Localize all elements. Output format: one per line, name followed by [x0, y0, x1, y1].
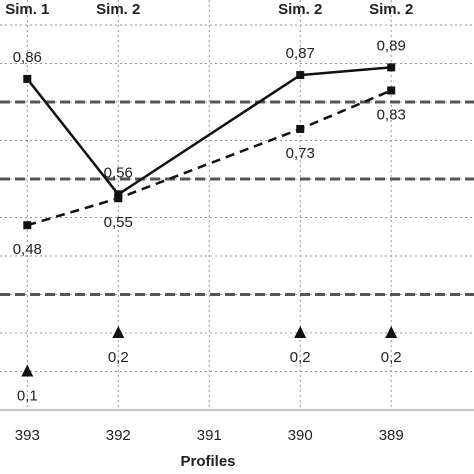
x-tick-label: 393	[15, 427, 40, 444]
data-label: 0,86	[13, 49, 42, 66]
data-label: 0,1	[17, 387, 38, 404]
x-tick-label: 391	[197, 427, 222, 444]
series-line	[26, 89, 392, 227]
top-label: Sim. 1	[5, 1, 49, 18]
x-tick-label: 392	[106, 427, 131, 444]
x-axis-label: Profiles	[180, 453, 235, 470]
data-label: 0,2	[290, 349, 311, 366]
data-label: 0,87	[286, 45, 315, 62]
data-label: 0,83	[377, 106, 406, 123]
x-tick-label: 389	[379, 427, 404, 444]
marker	[21, 364, 34, 377]
data-label: 0,73	[286, 145, 315, 162]
series-line	[26, 66, 392, 197]
marker	[296, 71, 305, 80]
marker	[385, 326, 398, 339]
top-label: Sim. 2	[278, 1, 322, 18]
marker	[114, 194, 123, 203]
data-label: 0,89	[377, 37, 406, 54]
top-label: Sim. 2	[96, 1, 140, 18]
top-label: Sim. 2	[369, 1, 413, 18]
data-label: 0,2	[108, 349, 129, 366]
marker	[23, 221, 32, 230]
x-tick-label: 390	[288, 427, 313, 444]
marker	[23, 74, 32, 83]
marker	[294, 326, 307, 339]
marker	[112, 326, 125, 339]
data-label: 0,2	[381, 349, 402, 366]
data-label: 0,56	[104, 164, 133, 181]
marker	[296, 124, 305, 133]
marker	[387, 86, 396, 95]
data-label: 0,55	[104, 214, 133, 231]
marker	[387, 63, 396, 72]
data-label: 0,48	[13, 241, 42, 258]
